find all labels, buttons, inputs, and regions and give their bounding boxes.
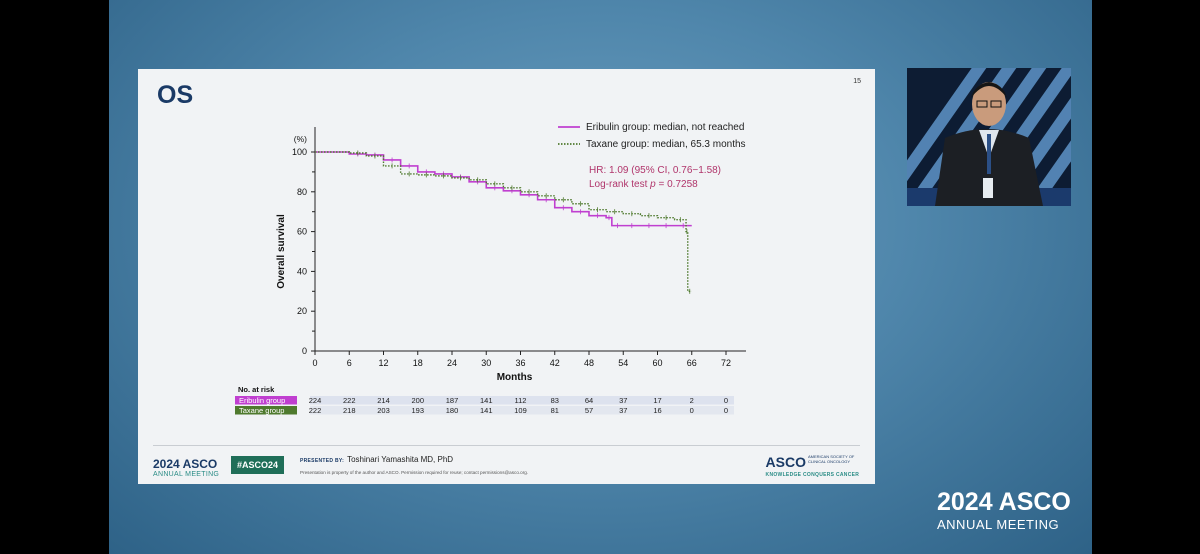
risk-count: 64 bbox=[585, 396, 593, 405]
risk-count: 37 bbox=[619, 406, 627, 415]
presenter-line: PRESENTED BY: Toshinari Yamashita MD, PhD bbox=[300, 455, 454, 464]
x-tick-label: 42 bbox=[550, 358, 560, 368]
risk-count: 141 bbox=[480, 406, 493, 415]
risk-group-chip bbox=[235, 406, 297, 415]
risk-count: 17 bbox=[653, 396, 661, 405]
logrank-text: Log-rank test p = 0.7258 bbox=[589, 179, 698, 190]
x-tick-label: 48 bbox=[584, 358, 594, 368]
risk-count: 109 bbox=[514, 406, 527, 415]
risk-table-header: No. at risk bbox=[238, 385, 275, 394]
hashtag-badge: #ASCO24 bbox=[231, 456, 285, 474]
x-tick-label: 54 bbox=[618, 358, 628, 368]
risk-count: 57 bbox=[585, 406, 593, 415]
x-tick-label: 0 bbox=[312, 358, 317, 368]
risk-count: 141 bbox=[480, 396, 493, 405]
x-tick-label: 24 bbox=[447, 358, 457, 368]
y-tick-label: 100 bbox=[292, 147, 307, 157]
chart-legend: Eribulin group: median, not reached Taxan… bbox=[558, 122, 746, 150]
y-axis-title: Overall survival bbox=[276, 214, 287, 289]
risk-group-chip bbox=[235, 396, 297, 405]
risk-row-band bbox=[310, 406, 734, 415]
x-tick-label: 18 bbox=[413, 358, 423, 368]
risk-count: 200 bbox=[411, 396, 424, 405]
y-tick-label: 60 bbox=[297, 227, 307, 237]
y-tick-label: 20 bbox=[297, 306, 307, 316]
slide-number: 15 bbox=[853, 78, 861, 85]
risk-row-band bbox=[310, 396, 734, 405]
x-tick-label: 12 bbox=[378, 358, 388, 368]
risk-count: 218 bbox=[343, 406, 356, 415]
risk-count: 222 bbox=[309, 406, 322, 415]
disclaimer: Presentation is property of the author a… bbox=[300, 470, 529, 475]
risk-count: 180 bbox=[446, 406, 459, 415]
x-tick-label: 6 bbox=[347, 358, 352, 368]
asco-society-logo: ASCO AMERICAN SOCIETY OF CLINICAL ONCOLOG… bbox=[765, 454, 860, 478]
x-tick-label: 30 bbox=[481, 358, 491, 368]
risk-count: 37 bbox=[619, 396, 627, 405]
speaker-camera bbox=[907, 68, 1071, 206]
risk-count: 187 bbox=[446, 396, 459, 405]
risk-group-label: Taxane group bbox=[239, 406, 284, 415]
risk-count: 222 bbox=[343, 396, 356, 405]
risk-count: 214 bbox=[377, 396, 390, 405]
risk-count: 203 bbox=[377, 406, 390, 415]
presentation-slide: 15 OS 0 6 12 18 24 30 36 42 48 54 60 66 72 0 20 40 60 80 1… bbox=[138, 69, 875, 484]
y-tick-label: 0 bbox=[302, 346, 307, 356]
survival-chart: 0 6 12 18 24 30 36 42 48 54 60 66 72020406080100(%)O… bbox=[235, 122, 746, 415]
speaker-figure bbox=[907, 82, 1071, 206]
risk-count: 0 bbox=[724, 396, 728, 405]
x-tick-label: 36 bbox=[515, 358, 525, 368]
chart-axes: 0 6 12 18 24 30 36 42 48 54 60 66 72 0 20 40 60 80 100 (%) O… bbox=[276, 127, 746, 383]
y-tick-label: 40 bbox=[297, 266, 307, 276]
risk-count: 83 bbox=[551, 396, 559, 405]
x-tick-label: 66 bbox=[687, 358, 697, 368]
slide-title: OS bbox=[157, 81, 194, 109]
risk-count: 81 bbox=[551, 406, 559, 415]
risk-count: 193 bbox=[411, 406, 424, 415]
risk-count: 224 bbox=[309, 396, 322, 405]
hazard-ratio-text: HR: 1.09 (95% CI, 0.76−1.58) bbox=[589, 165, 721, 176]
y-tick-label: 80 bbox=[297, 187, 307, 197]
survival-curves bbox=[315, 150, 692, 294]
legend-eribulin-label: Eribulin group: median, not reached bbox=[586, 122, 744, 133]
x-tick-label: 72 bbox=[721, 358, 731, 368]
y-unit-label: (%) bbox=[294, 134, 307, 144]
risk-count: 0 bbox=[690, 406, 694, 415]
risk-count: 16 bbox=[653, 406, 661, 415]
risk-count: 2 bbox=[690, 396, 694, 405]
chart-annotations: HR: 1.09 (95% CI, 0.76−1.58) Log-rank tes… bbox=[589, 165, 721, 190]
footer-asco-logo: 2024 ASCO ANNUAL MEETING bbox=[153, 457, 220, 478]
risk-group-label: Eribulin group bbox=[239, 396, 285, 405]
legend-taxane-label: Taxane group: median, 65.3 months bbox=[586, 139, 746, 150]
x-tick-label: 60 bbox=[652, 358, 662, 368]
x-axis-title: Months bbox=[497, 372, 533, 383]
risk-count: 0 bbox=[724, 406, 728, 415]
overlay-asco-logo: 2024 ASCO ANNUAL MEETING bbox=[937, 488, 1071, 532]
risk-count: 112 bbox=[515, 396, 527, 405]
footer-divider bbox=[153, 445, 860, 446]
